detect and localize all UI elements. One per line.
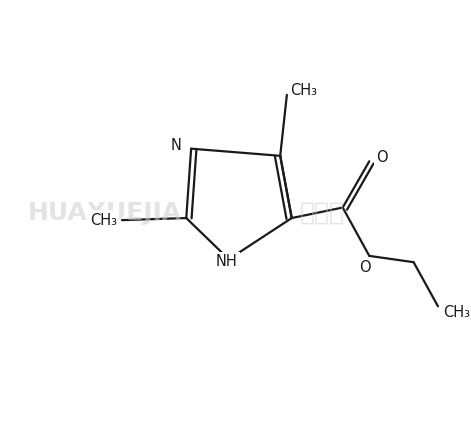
Text: CH₃: CH₃ [290,83,317,98]
Text: O: O [376,150,388,164]
Text: N: N [171,138,181,153]
Text: CH₃: CH₃ [90,213,117,227]
Text: 化学加: 化学加 [300,201,344,225]
Text: O: O [359,260,371,275]
Text: CH₃: CH₃ [443,305,470,320]
Text: HUAXUEJIA: HUAXUEJIA [28,201,182,225]
Text: NH: NH [216,254,237,269]
